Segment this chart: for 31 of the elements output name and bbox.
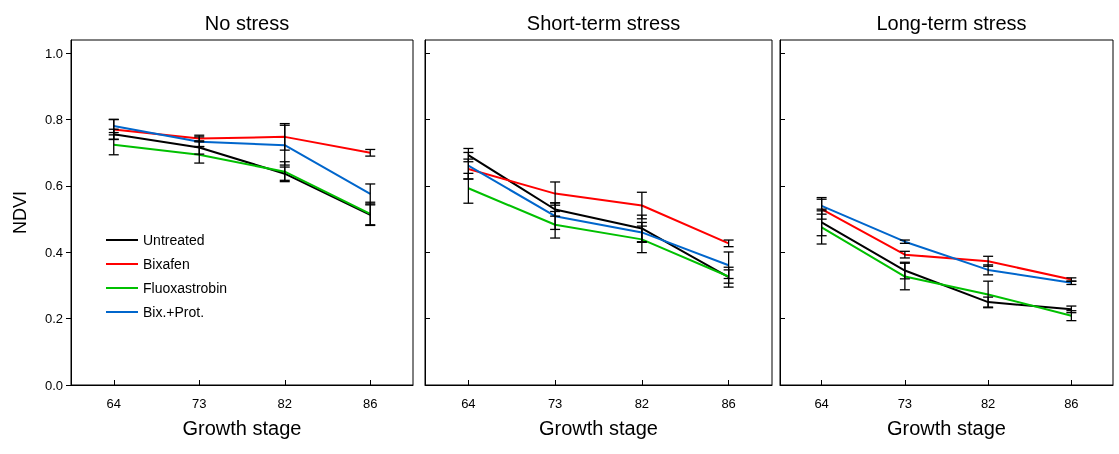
x-tick-label: 82: [980, 396, 996, 411]
chart-title: Short-term stress: [526, 12, 681, 34]
x-tick-label: 64: [814, 396, 829, 411]
legend-label: Bixafen: [143, 256, 190, 272]
x-tick-label: 86: [1064, 396, 1079, 411]
x-tick-label: 86: [363, 396, 378, 411]
x-axis-title: Growth stage: [539, 417, 658, 439]
y-axis-title: NDVI: [10, 190, 30, 235]
y-tick-label: 1.0: [44, 45, 63, 61]
x-tick-label: 73: [192, 396, 207, 411]
line-series: [112, 128, 372, 154]
y-tick-label: 0.4: [44, 244, 63, 260]
chart-title: Long-term stress: [876, 12, 1027, 34]
y-tick-label: 0.8: [44, 112, 63, 128]
x-tick-label: 82: [277, 396, 292, 411]
y-tick-label: 0.2: [44, 311, 63, 327]
legend-label: Untreated: [143, 232, 205, 248]
x-tick-label: 73: [897, 396, 913, 411]
x-tick-label: 86: [721, 396, 736, 411]
x-axis-title: Growth stage: [887, 417, 1006, 439]
y-tick-label: 0.0: [44, 377, 63, 393]
line-series: [112, 124, 372, 195]
legend-label: Fluoxastrobin: [143, 280, 228, 296]
y-tick-label: 0.6: [44, 178, 63, 194]
legend-label: Bix.+Prot.: [143, 304, 205, 320]
x-tick-label: 82: [634, 396, 650, 411]
x-tick-label: 73: [547, 396, 563, 411]
x-tick-label: 64: [461, 396, 476, 411]
chart-title: No stress: [204, 12, 290, 34]
x-tick-label: 64: [106, 396, 121, 411]
x-axis-title: Growth stage: [182, 417, 302, 439]
